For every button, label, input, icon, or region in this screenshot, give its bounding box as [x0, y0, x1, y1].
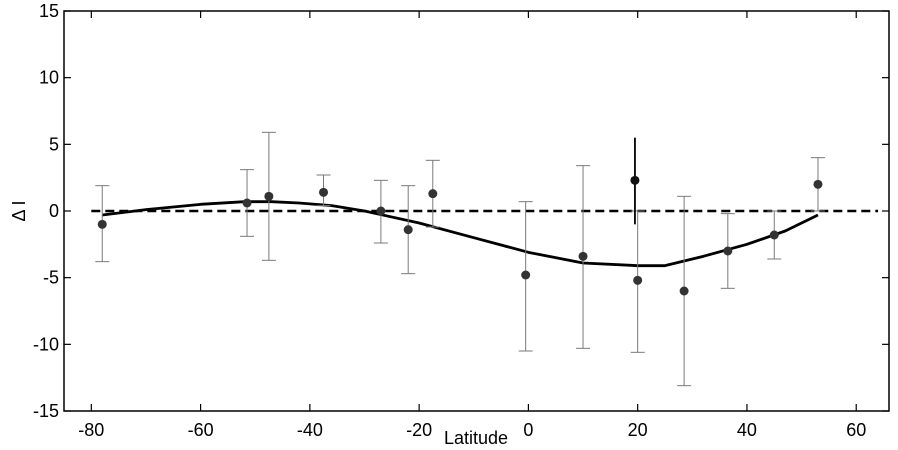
- data-point: [97, 219, 107, 229]
- data-point: [376, 206, 386, 216]
- x-tick-label: -80: [78, 420, 104, 440]
- x-tick-label: 60: [846, 420, 866, 440]
- error-bars: [95, 131, 825, 387]
- data-point: [319, 187, 329, 197]
- data-point: [813, 179, 823, 189]
- y-tick-label: 5: [49, 134, 59, 154]
- x-tick-label: 0: [523, 420, 533, 440]
- x-tick-label: -20: [406, 420, 432, 440]
- data-point: [723, 246, 733, 256]
- data-points: [97, 175, 823, 296]
- data-point: [578, 251, 588, 261]
- y-tick-label: -5: [43, 268, 59, 288]
- y-tick-label: -10: [33, 334, 59, 354]
- data-point: [769, 230, 779, 240]
- fit-curve: [102, 200, 819, 268]
- y-tick-label: 0: [49, 201, 59, 221]
- y-tick-label: 10: [39, 68, 59, 88]
- x-tick-label: -40: [297, 420, 323, 440]
- data-point: [679, 286, 689, 296]
- data-point: [403, 225, 413, 235]
- data-point: [242, 198, 252, 208]
- x-axis-title: Latitude: [444, 428, 508, 448]
- x-tick-label: 40: [737, 420, 757, 440]
- data-point: [264, 191, 274, 201]
- y-axis: -15 -10 -5 0 5 10 15: [33, 1, 889, 421]
- y-axis-title: Δ I: [9, 200, 29, 221]
- data-point: [633, 275, 643, 285]
- x-axis: -80 -60 -40 -20 0 20 40 60: [78, 11, 866, 440]
- x-tick-label: -60: [188, 420, 214, 440]
- fit-lines: [91, 200, 879, 268]
- data-point: [630, 175, 640, 185]
- x-tick-label: 20: [628, 420, 648, 440]
- data-point: [428, 189, 438, 199]
- y-tick-label: 15: [39, 1, 59, 21]
- data-point: [521, 270, 531, 280]
- y-tick-label: -15: [33, 401, 59, 421]
